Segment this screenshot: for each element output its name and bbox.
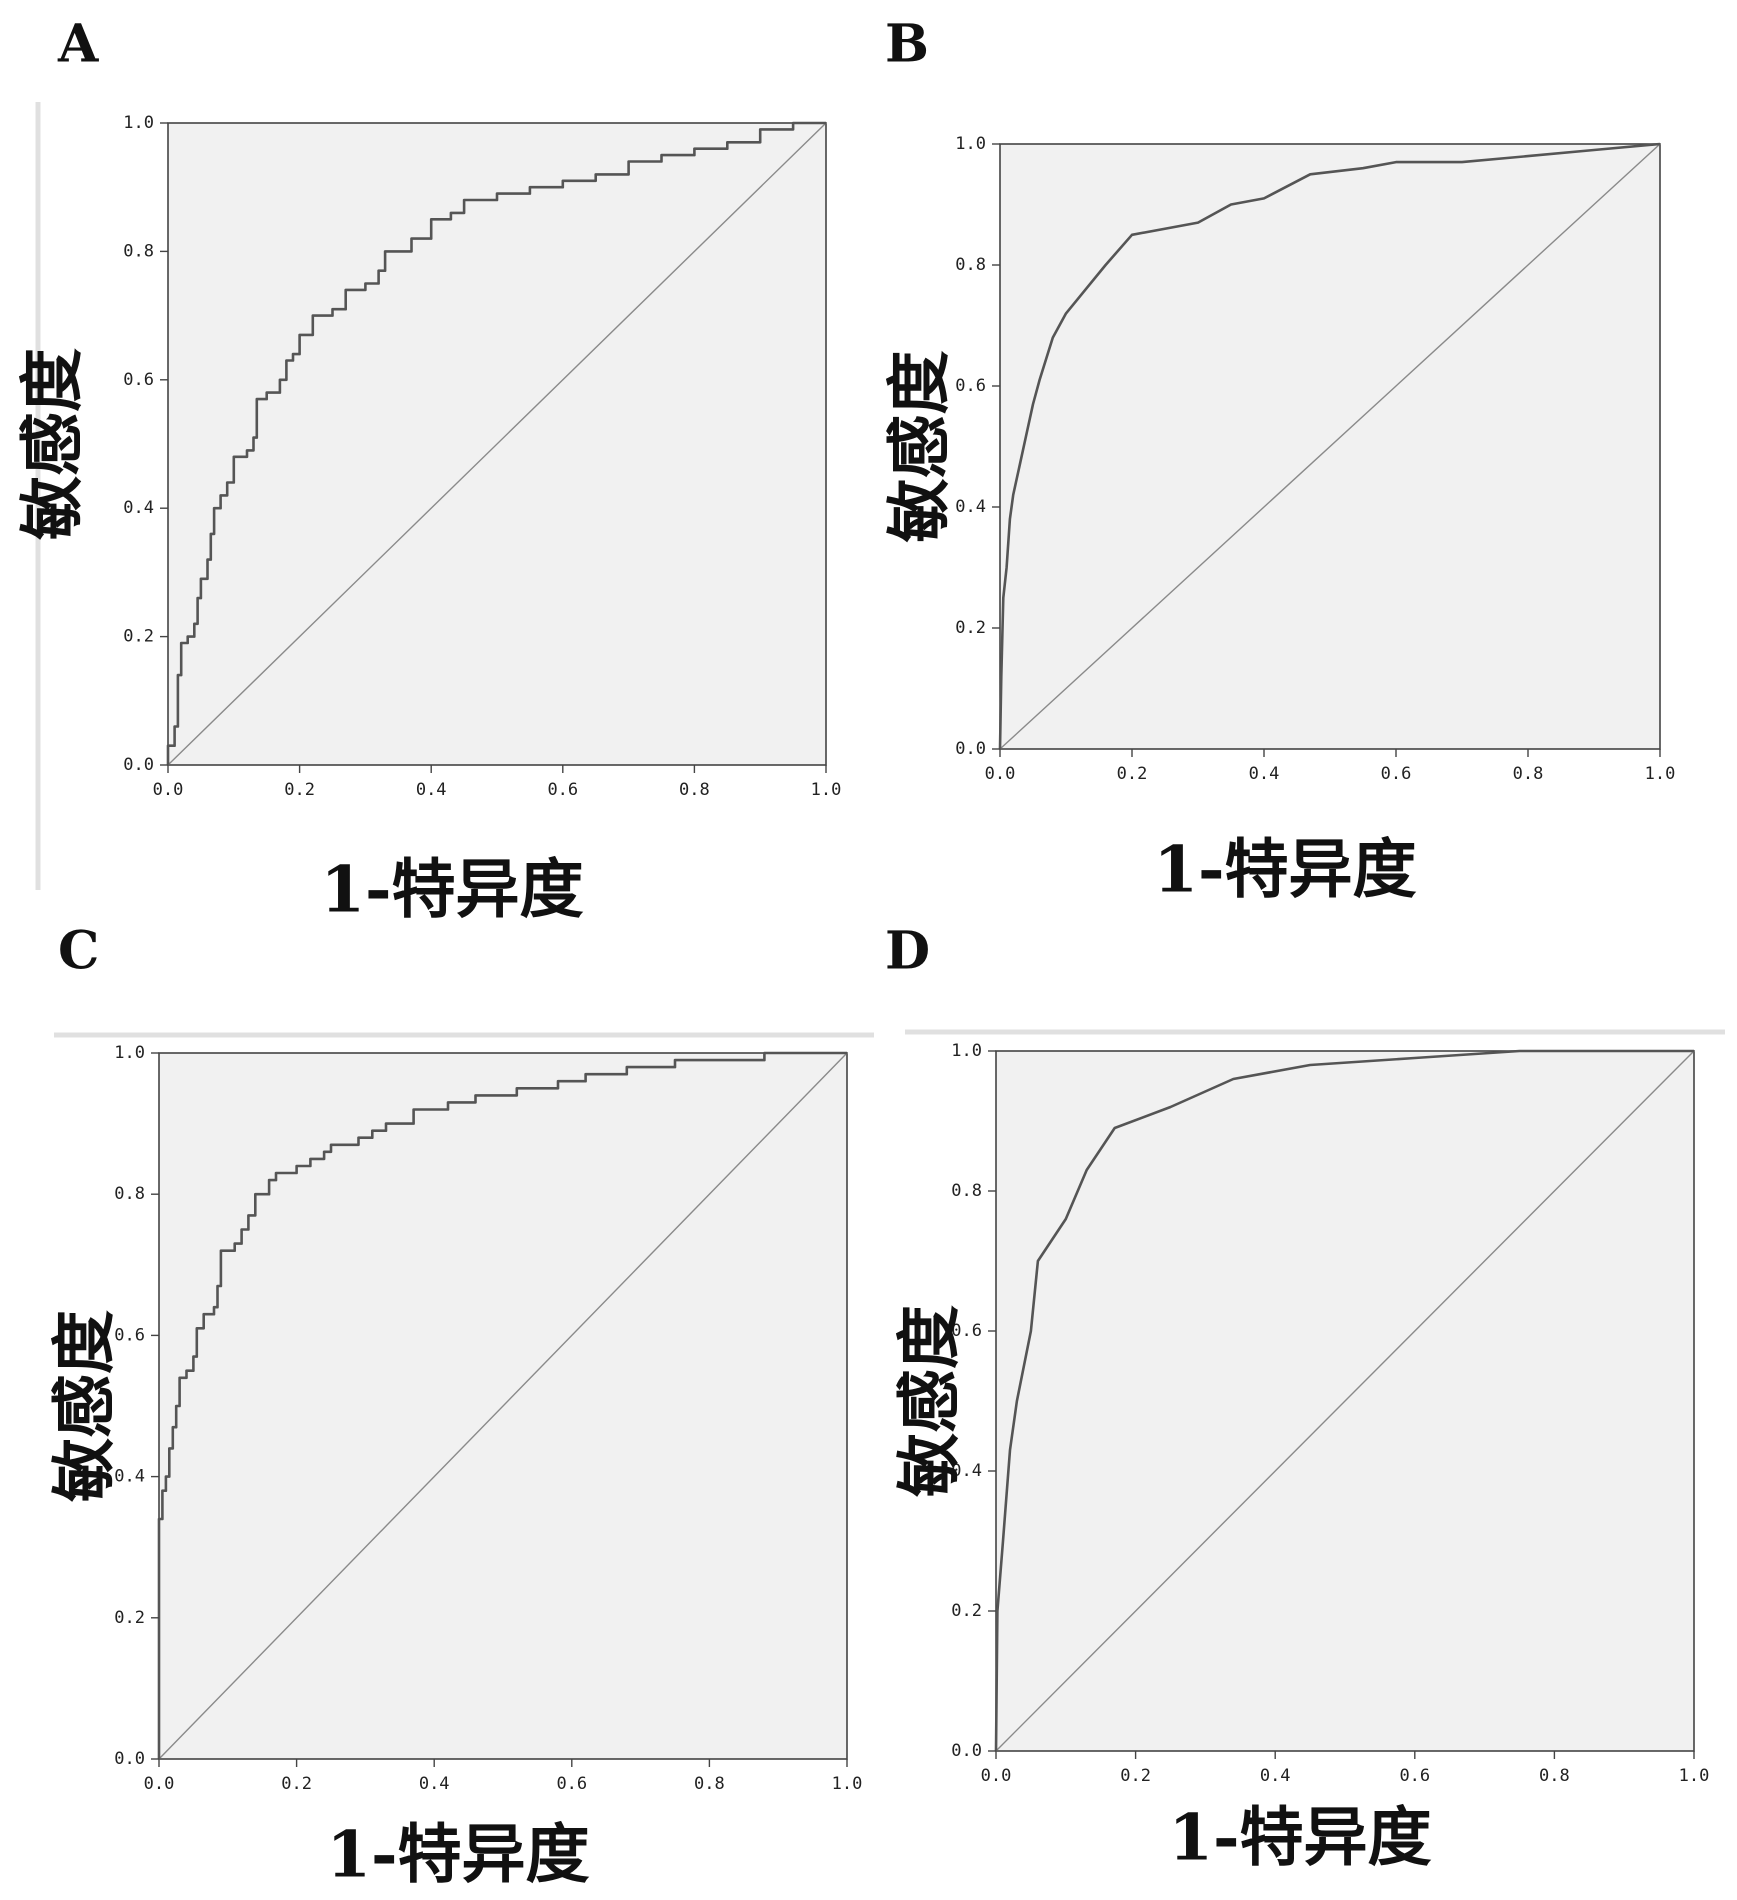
y-axis-title-a: 敏感度 (16, 348, 91, 540)
y-tick-label-d: 0.2 (951, 1601, 982, 1621)
y-tick-label-c: 0.6 (114, 1325, 145, 1345)
x-tick-label-a: 0.4 (416, 780, 447, 800)
x-axis-title-d: 1-特异度 (1168, 1801, 1431, 1876)
x-tick-label-a: 0.2 (284, 780, 315, 800)
y-tick-label-c: 0.0 (114, 1749, 145, 1769)
reference-line-b (999, 143, 1661, 750)
x-tick-label-a: 0.8 (679, 780, 710, 800)
x-axis-title-a: 1-特异度 (320, 853, 583, 928)
reference-line-c (158, 1052, 848, 1760)
x-tick-label-b: 1.0 (1645, 764, 1676, 784)
x-tick-label-d: 0.8 (1539, 1766, 1570, 1786)
y-tick-label-d: 0.6 (951, 1321, 982, 1341)
panel-label-a: A (57, 14, 99, 75)
roc-curve-d (994, 1049, 1694, 1752)
x-tick-label-c: 1.0 (832, 1774, 863, 1794)
panel-a: A 0.0 0.2 0.4 0.6 0.8 1.0 0.0 0.2 0.4 0.6 0.8 1.0 1-特… (16, 14, 842, 928)
y-tick-label-c: 0.8 (114, 1184, 145, 1204)
panel-label-b: B (885, 14, 929, 75)
x-tick-label-b: 0.6 (1381, 764, 1412, 784)
x-tick-label-c: 0.8 (694, 1774, 725, 1794)
y-tick-label-d: 0.4 (951, 1461, 982, 1481)
y-tick-label-b: 0.6 (955, 376, 986, 396)
x-tick-label-b: 0.2 (1117, 764, 1148, 784)
reference-line-a (167, 122, 827, 766)
y-axis-title-d: 敏感度 (893, 1305, 968, 1497)
y-tick-label-b: 0.0 (955, 739, 986, 759)
x-tick-label-c: 0.2 (281, 1774, 312, 1794)
y-tick-label-b: 0.4 (955, 497, 986, 517)
x-tick-label-d: 0.6 (1399, 1766, 1430, 1786)
y-tick-label-d: 0.8 (951, 1181, 982, 1201)
y-tick-label-b: 0.8 (955, 255, 986, 275)
y-tick-label-a: 0.6 (123, 370, 154, 390)
y-axis-title-c: 敏感度 (48, 1310, 123, 1502)
chart-panels: A 0.0 0.2 0.4 0.6 0.8 1.0 0.0 0.2 0.4 0.6 0.8 1.0 1-特… (16, 14, 1710, 1893)
y-tick-label-b: 1.0 (955, 134, 986, 154)
x-tick-label-b: 0.8 (1513, 764, 1544, 784)
x-axis-title-b: 1-特异度 (1153, 833, 1416, 908)
panel-label-d: D (885, 921, 930, 982)
panel-label-c: C (58, 921, 99, 982)
roc-curve-b (998, 142, 1661, 750)
reference-line-d (995, 1050, 1695, 1752)
y-tick-label-c: 0.2 (114, 1608, 145, 1628)
y-tick-label-b: 0.2 (955, 618, 986, 638)
x-tick-label-c: 0.6 (556, 1774, 587, 1794)
x-tick-label-b: 0.0 (985, 764, 1016, 784)
x-tick-label-b: 0.4 (1249, 764, 1280, 784)
y-axis-title-b: 敏感度 (883, 351, 958, 543)
roc-curve-c (157, 1051, 847, 1759)
x-tick-label-a: 0.6 (547, 780, 578, 800)
x-tick-label-d: 0.0 (981, 1766, 1012, 1786)
x-tick-label-c: 0.0 (144, 1774, 175, 1794)
x-tick-label-d: 0.2 (1120, 1766, 1151, 1786)
x-tick-label-d: 0.4 (1260, 1766, 1291, 1786)
x-tick-label-c: 0.4 (419, 1774, 450, 1794)
panel-c: C 0.0 0.2 0.4 0.6 0.8 1.0 0.0 0.2 0.4 0.6 0.8 1.0 1-特… (48, 921, 863, 1893)
y-tick-label-d: 0.0 (951, 1741, 982, 1761)
panel-b: B 0.0 0.2 0.4 0.6 0.8 1.0 0.0 0.2 0.4 0.6 0.8 1.0 1-特… (883, 14, 1676, 908)
y-tick-label-a: 1.0 (123, 113, 154, 133)
x-axis-title-c: 1-特异度 (326, 1818, 589, 1893)
y-tick-label-d: 1.0 (951, 1041, 982, 1061)
y-tick-label-c: 1.0 (114, 1043, 145, 1063)
x-tick-label-d: 1.0 (1679, 1766, 1710, 1786)
panel-d: D 0.0 0.2 0.4 0.6 0.8 1.0 0.0 0.2 0.4 0.6 0.8 1.0 1-特… (885, 921, 1709, 1876)
y-tick-label-c: 0.4 (114, 1467, 145, 1487)
y-tick-label-a: 0.8 (123, 241, 154, 261)
x-tick-label-a: 0.0 (153, 780, 184, 800)
y-tick-label-a: 0.4 (123, 498, 154, 518)
roc-curve-a (166, 121, 826, 765)
y-tick-label-a: 0.0 (123, 755, 154, 775)
y-tick-label-a: 0.2 (123, 627, 154, 647)
x-tick-label-a: 1.0 (811, 780, 842, 800)
